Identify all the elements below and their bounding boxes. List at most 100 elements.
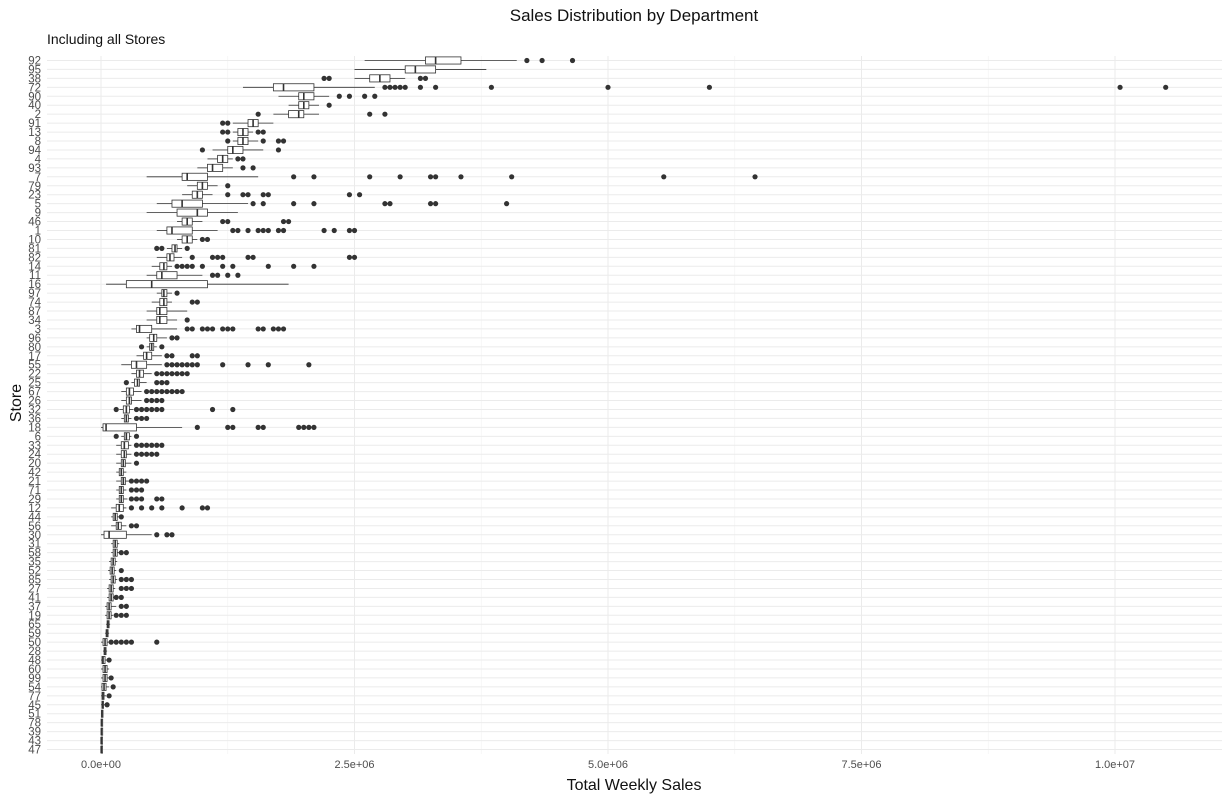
outlier-point [164, 380, 170, 386]
outlier-point [372, 93, 378, 99]
y-tick-label: 30 [28, 530, 41, 542]
outlier-point [220, 254, 226, 260]
outlier-point [199, 236, 205, 243]
outlier-point [179, 388, 185, 395]
box-iqr [207, 163, 224, 172]
y-tick-label: 90 [28, 91, 41, 103]
box-store-67 [121, 387, 185, 396]
box-store-92 [364, 56, 576, 65]
box-iqr [425, 56, 462, 65]
y-tick-label: 31 [28, 539, 41, 551]
y-tick-label: 72 [28, 82, 41, 94]
outlier-point [133, 460, 140, 466]
outlier-point [169, 532, 175, 538]
outlier-point [291, 201, 297, 207]
outlier-point [123, 603, 129, 609]
outlier-point [326, 102, 332, 108]
outlier-point [123, 639, 129, 645]
box-store-13 [220, 128, 266, 137]
outlier-point [184, 326, 190, 332]
y-tick-label: 93 [28, 163, 41, 175]
y-tick-label: 55 [28, 360, 41, 372]
outlier-point [159, 380, 165, 386]
box-iqr [227, 145, 244, 154]
outlier-point [169, 362, 175, 368]
y-tick-label: 38 [28, 73, 41, 85]
box-iqr [181, 172, 208, 181]
y-tick-label: 78 [28, 718, 41, 730]
outlier-point [346, 227, 353, 234]
outlier-point [189, 299, 195, 305]
outlier-point [326, 75, 332, 81]
box-store-29 [116, 494, 165, 503]
outlier-point [387, 84, 393, 90]
outlier-point [209, 272, 216, 278]
outlier-point [149, 397, 155, 404]
outlier-point [433, 201, 439, 207]
outlier-point [255, 129, 261, 135]
y-tick-label: 36 [28, 413, 41, 425]
outlier-point [159, 406, 165, 413]
outlier-point [255, 227, 261, 234]
outlier-point [154, 532, 160, 538]
outlier-point [108, 639, 114, 645]
outlier-point [245, 192, 251, 198]
outlier-point [128, 496, 135, 502]
y-tick-label: 85 [28, 575, 41, 587]
y-tick-label: 65 [28, 619, 41, 631]
outlier-point [245, 254, 251, 260]
outlier-point [285, 218, 292, 225]
outlier-point [311, 174, 317, 180]
outlier-point [255, 326, 261, 332]
chart-subtitle: Including all Stores [47, 31, 165, 47]
outlier-point [220, 362, 226, 368]
y-tick-label: 46 [28, 217, 41, 229]
outlier-point [417, 75, 424, 81]
chart-title: Sales Distribution by Department [510, 6, 759, 25]
outlier-point [265, 192, 271, 198]
box-iqr [288, 110, 305, 119]
outlier-point [123, 550, 129, 556]
y-tick-label: 79 [28, 181, 41, 193]
outlier-point [225, 326, 231, 332]
outlier-point [427, 174, 434, 180]
outlier-point [113, 406, 119, 413]
outlier-point [230, 406, 236, 413]
outlier-point [225, 192, 231, 198]
outlier-point [154, 388, 160, 395]
y-tick-label: 40 [28, 100, 41, 112]
box-store-71 [116, 486, 145, 494]
outlier-point [605, 84, 611, 90]
box-store-31 [111, 548, 129, 557]
box-iqr [131, 360, 148, 369]
outlier-point [174, 335, 180, 341]
outlier-point [362, 93, 368, 99]
y-tick-label: 39 [28, 727, 41, 739]
y-tick-label: 81 [28, 243, 41, 255]
outlier-point [225, 138, 231, 144]
outlier-point [159, 442, 165, 448]
outlier-point [1117, 84, 1123, 90]
outlier-point [199, 147, 205, 153]
outlier-point [245, 362, 251, 368]
y-tick-label: 35 [28, 557, 41, 569]
outlier-point [260, 192, 266, 198]
outlier-point [225, 424, 231, 430]
outlier-point [154, 496, 160, 502]
outlier-point [113, 433, 119, 439]
y-tick-label: 24 [28, 449, 41, 461]
outlier-point [296, 424, 302, 430]
outlier-point [194, 424, 200, 430]
outlier-point [199, 326, 205, 332]
box-store-23 [182, 190, 363, 199]
y-tick-label: 17 [28, 351, 41, 363]
box-store-19 [106, 620, 111, 629]
box-store-52 [109, 575, 135, 584]
outlier-point [118, 567, 124, 574]
box-store-37 [105, 611, 129, 620]
box-store-80 [138, 342, 165, 351]
outlier-point [118, 514, 124, 520]
outlier-point [118, 576, 124, 583]
outlier-point [194, 362, 200, 368]
outlier-point [275, 326, 282, 332]
